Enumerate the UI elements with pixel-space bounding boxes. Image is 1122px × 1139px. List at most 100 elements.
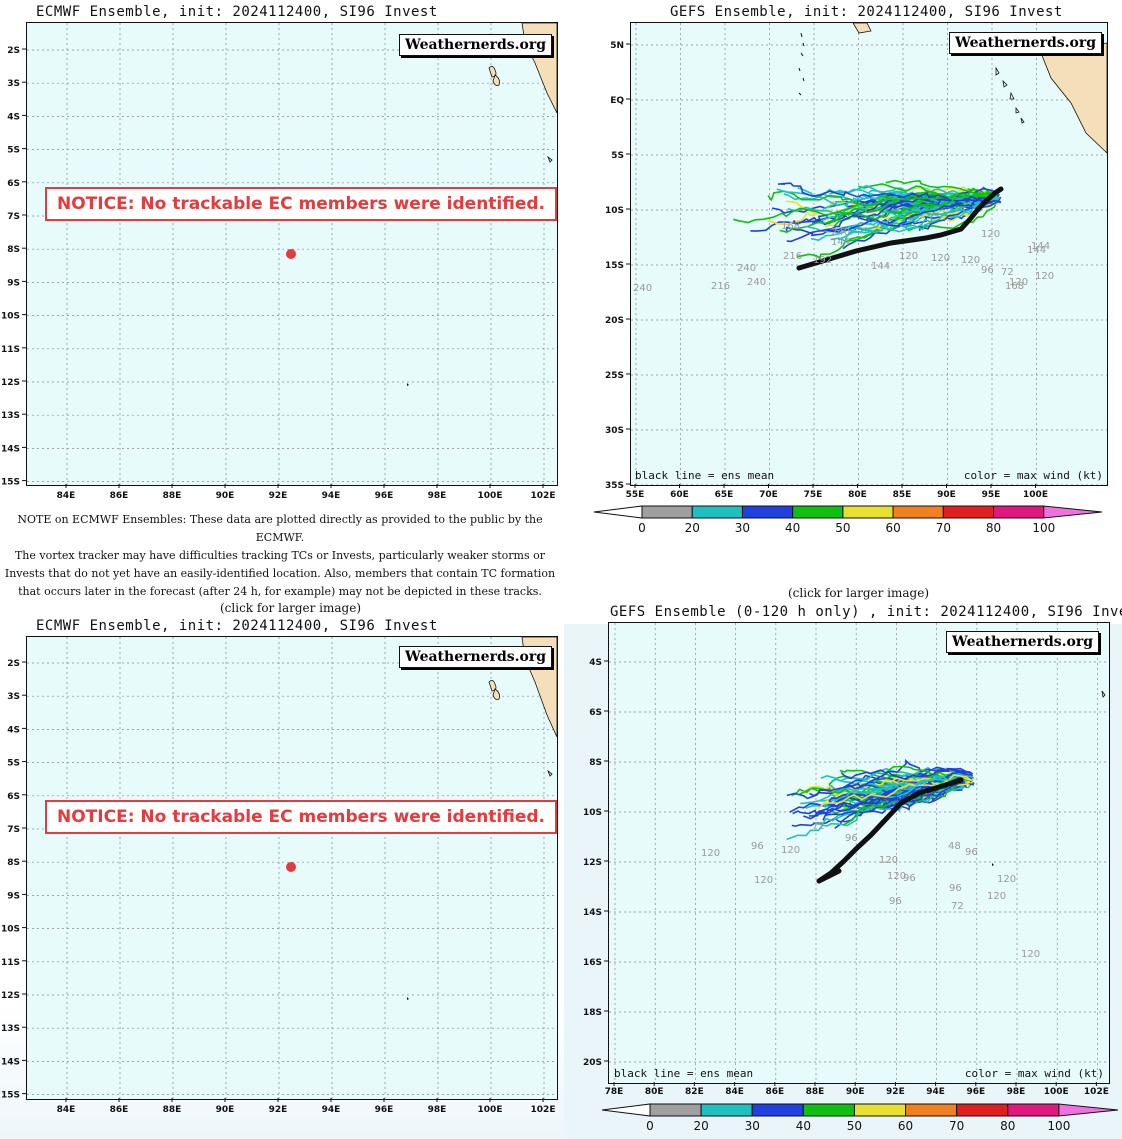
gefs-panel-top[interactable]: GEFS Ensemble, init: 2024112400, SI96 In… (590, 0, 1122, 540)
legend-ens-mean: black line = ens mean (635, 469, 775, 482)
ensemble-member-track (811, 197, 1000, 241)
colorbar-segment (993, 505, 1045, 519)
gefs-bottom-title: GEFS Ensemble (0-120 h only) , init: 202… (610, 604, 1122, 620)
track-hour-label: 96 (845, 833, 858, 844)
x-tick-label: 86E (110, 491, 129, 501)
y-tick-label: 4S (7, 725, 20, 735)
y-tick-label: 3S (7, 692, 20, 702)
legend-ens-mean: black line = ens mean (614, 1067, 754, 1080)
y-tick-label: 12S (1, 991, 20, 1001)
colorbar-segment (792, 505, 844, 519)
land-mass (1040, 42, 1107, 154)
x-tick-label: 102E (1084, 1087, 1109, 1097)
track-hour-label: 96 (981, 265, 994, 276)
ecmwf-bottom-axes: 84E 86E 88E 90E 92E 94E 96E 98E 100E 102E 2S 3S 4S 5S… (1, 659, 555, 1115)
track-hour-label: 48 (948, 841, 961, 852)
ensemble-member-track (827, 190, 998, 225)
ecmwf-panel-bottom[interactable]: (click for larger image) ECMWF Ensemble,… (0, 598, 562, 1116)
ensemble-member-track (823, 775, 972, 808)
x-tick-label: 92E (269, 1105, 288, 1115)
x-tick-label: 84E (725, 1087, 744, 1097)
track-hour-label: 96 (751, 841, 764, 852)
ecmwf-bottom-map[interactable]: Weathernerds.org NOTICE: No trackable EC… (26, 636, 558, 1100)
ensemble-member-track (885, 179, 996, 198)
ecmwf-top-map[interactable]: Weathernerds.org NOTICE: No trackable EC… (26, 22, 558, 486)
track-hour-label: 120 (887, 871, 906, 882)
colorbar-segment (691, 505, 743, 519)
ecmwf-panel-top[interactable]: ECMWF Ensemble, init: 2024112400, SI96 I… (0, 0, 560, 501)
colorbar-segment (905, 1103, 958, 1117)
y-tick-label: 4S (589, 658, 602, 668)
colorbar-label: 40 (785, 521, 800, 535)
y-tick-label: 5N (610, 41, 624, 51)
track-hour-label: 240 (831, 227, 850, 238)
track-hour-label: 120 (1021, 949, 1040, 960)
track-hour-label: 240 (737, 263, 756, 274)
gefs-bottom-map[interactable]: 120 96 120 120 72 96 120 120 96 96 96 120 72 48 96 120 1… (608, 622, 1110, 1084)
click-for-larger-note[interactable]: (click for larger image) (788, 586, 929, 600)
y-tick-label: 7S (7, 825, 20, 835)
ensemble-member-track (733, 192, 992, 224)
ensemble-member-track (830, 771, 973, 808)
colorbar-label: 0 (646, 1119, 654, 1133)
colorbar-label: 50 (835, 521, 850, 535)
ensemble-member-track (826, 198, 992, 231)
colorbar-label: 0 (638, 521, 646, 535)
track-hour-label: 216 (711, 281, 730, 292)
x-tick-label: 98E (1007, 1087, 1026, 1097)
gefs-panel-bottom[interactable]: (click for larger image) GEFS Ensemble (… (580, 584, 1122, 1136)
island-shape (547, 155, 553, 163)
y-tick-label: 20S (605, 316, 624, 326)
ens-mean-track (816, 777, 964, 884)
colorbar-arrow-left (601, 1103, 651, 1117)
y-tick-label: 10S (605, 206, 624, 216)
y-tick-label: 16S (583, 958, 602, 968)
gefs-bottom-axes: 78E 80E 82E 84E 86E 88E 90E 92E 94E 96E 98E 100E 102… (583, 658, 1109, 1097)
click-for-larger-note[interactable]: (click for larger image) (220, 601, 361, 615)
ecmwf-note: NOTE on ECMWF Ensembles: These data are … (0, 511, 560, 601)
gefs-top-map[interactable]: 240 240 216 240 216 144 120 120 144 120 96 72 168 192… (630, 22, 1108, 486)
wind-colorbar: 0 20 30 40 50 60 70 80 100 (601, 1103, 1119, 1133)
track-hour-label: 120 (899, 251, 918, 262)
y-tick-label: 6S (589, 708, 602, 718)
x-tick-label: 100E (478, 491, 503, 501)
island-shape (798, 32, 805, 96)
y-tick-label: 25S (605, 371, 624, 381)
colorbar-label: 80 (1000, 1119, 1015, 1133)
track-hour-label: 120 (781, 845, 800, 856)
ensemble-member-track (796, 198, 1000, 260)
x-tick-label: 94E (322, 1105, 341, 1115)
x-tick-label: 55E (626, 490, 645, 500)
colorbar-segment (751, 1103, 804, 1117)
track-hour-label: 144 (1031, 241, 1050, 252)
colorbar-segment (956, 1103, 1009, 1117)
y-tick-label: 30S (605, 426, 624, 436)
ecmwf-top-title: ECMWF Ensemble, init: 2024112400, SI96 I… (36, 4, 438, 20)
x-tick-label: 82E (685, 1087, 704, 1097)
land-mass (852, 23, 872, 34)
x-tick-label: 80E (645, 1087, 664, 1097)
y-tick-label: 12S (583, 858, 602, 868)
colorbar-segment (853, 1103, 907, 1117)
ecmwf-top-axes: 84E 86E 88E 90E 92E 94E 96E 98E 100E 102E 2S 3S 4S 5S… (1, 46, 555, 501)
y-tick-label: 8S (7, 858, 20, 868)
track-hour-label: 168 (1005, 281, 1024, 292)
legend-max-wind: color = max wind (kt) (964, 1067, 1104, 1080)
x-tick-label: 90E (216, 1105, 235, 1115)
x-tick-label: 100E (1023, 490, 1048, 500)
track-hour-label: 120 (701, 848, 720, 859)
x-tick-label: 98E (428, 491, 447, 501)
colorbar-label: 50 (847, 1119, 862, 1133)
colorbar-segment (802, 1103, 855, 1117)
colorbar-segment (649, 1103, 702, 1117)
ecmwf-note-line: The vortex tracker may have difficulties… (14, 549, 546, 562)
y-tick-label: 6S (7, 792, 20, 802)
watermark-label: Weathernerds.org (399, 646, 552, 668)
track-hour-label: 96 (965, 847, 978, 858)
island-shape (407, 383, 409, 386)
y-tick-label: 10S (1, 312, 20, 322)
ecmwf-note-line: NOTE on ECMWF Ensembles: These data are … (17, 513, 543, 544)
x-tick-label: 84E (57, 1105, 76, 1115)
ensemble-member-track (867, 200, 997, 231)
